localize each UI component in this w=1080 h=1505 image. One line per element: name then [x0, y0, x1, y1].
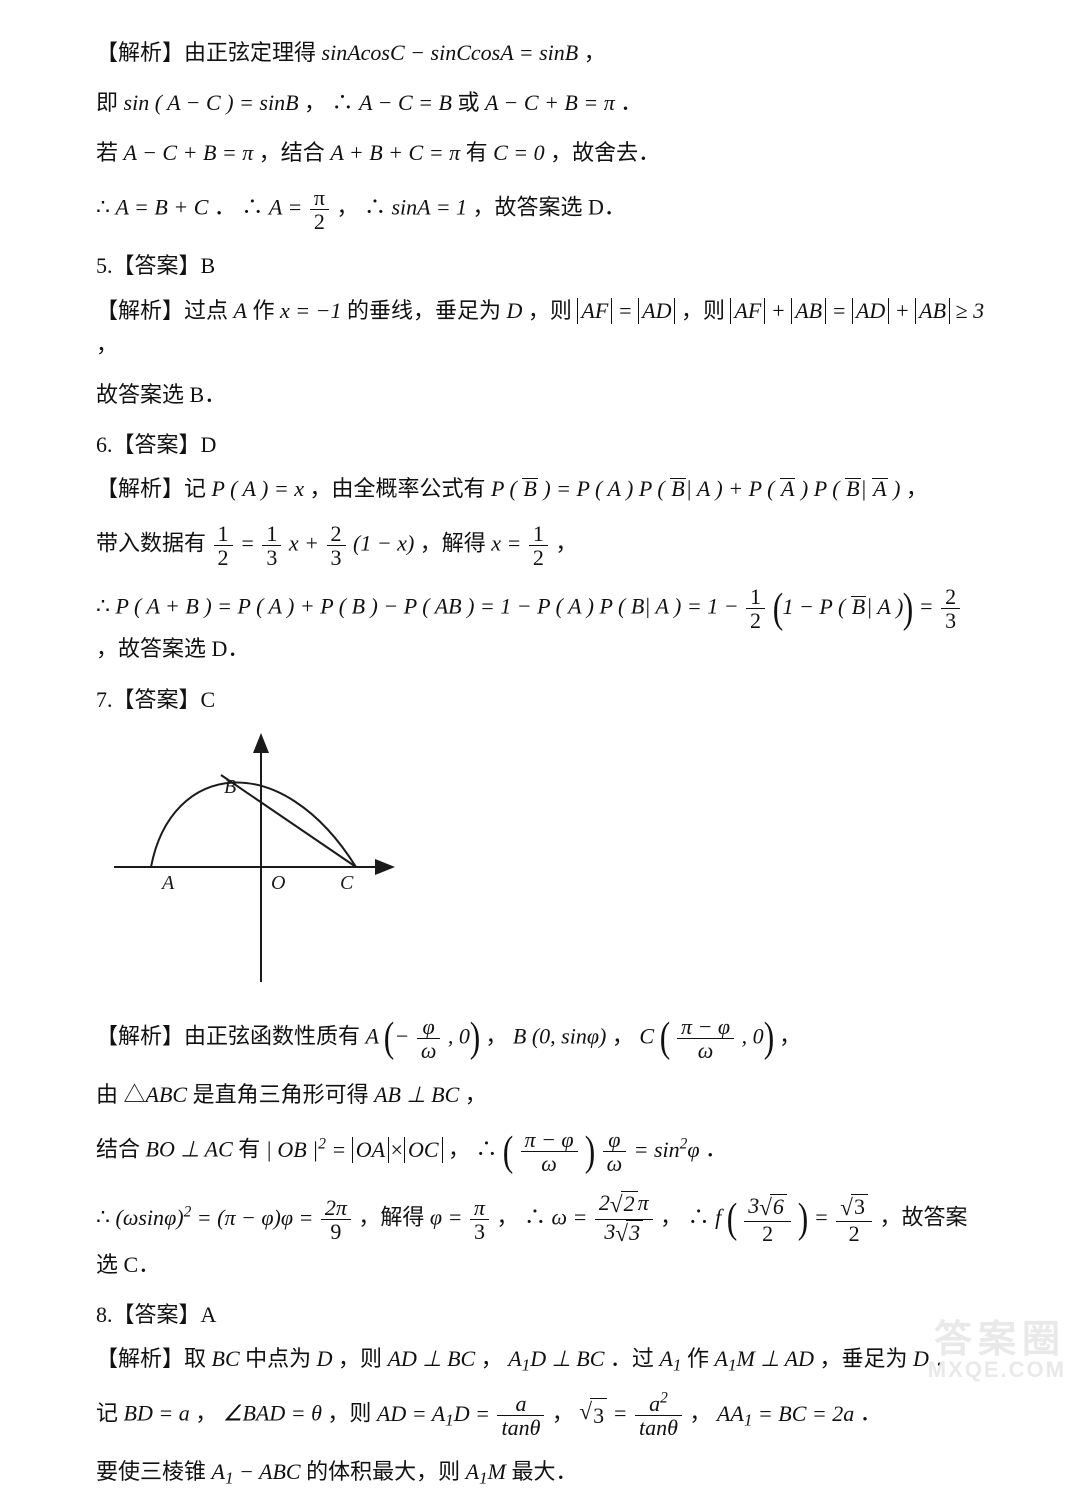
answer-8: 8.【答案】A [96, 1298, 986, 1332]
answer-5: 5.【答案】B [96, 249, 986, 283]
expl-7-line3: 结合 BO ⊥ AC 有 | OB |2 = OA×OC ， ∴ ( π − φ… [96, 1128, 986, 1175]
svg-text:O: O [271, 872, 285, 894]
expl-4-line2: 即 sin ( A − C ) = sinB ， ∴ A − C = B 或 A… [96, 86, 986, 120]
figure-sine-triangle: A B O C [106, 727, 986, 997]
expl-7-line2: 由 △ABC 是直角三角形可得 AB ⊥ BC ， [96, 1078, 986, 1112]
svg-text:A: A [160, 872, 175, 894]
expl-5-line2: 故答案选 B． [96, 378, 986, 412]
expl-4-line1: 【解析】由正弦定理得 sinAcosC − sinCcosA = sinB ， [96, 36, 986, 70]
expl-7-line4: ∴ (ωsinφ)2 = (π − φ)φ = 2π9 ，解得 φ = π3 ，… [96, 1191, 986, 1282]
svg-text:C: C [340, 872, 354, 894]
expl-6-line2: 带入数据有 12 = 13 x + 23 (1 − x) ，解得 x = 12 … [96, 522, 986, 569]
expl-4-line4: ∴ A = B + C ． ∴ A = π2 ， ∴ sinA = 1 ，故答案… [96, 186, 986, 233]
expl-5-line1: 【解析】过点 A 作 x = −1 的垂线，垂足为 D ，则 AF = AD ，… [96, 294, 986, 362]
answer-7: 7.【答案】C [96, 683, 986, 717]
svg-text:B: B [224, 776, 236, 798]
expl-8-line2: 记 BD = a ， ∠BAD = θ ，则 AD = A1D = atanθ … [96, 1392, 986, 1439]
expl-6-line3: ∴ P ( A + B ) = P ( A ) + P ( B ) − P ( … [96, 585, 986, 666]
expl-4-line3: 若 A − C + B = π ，结合 A + B + C = π 有 C = … [96, 136, 986, 170]
expl-6-line1: 【解析】记 P ( A ) = x ，由全概率公式有 P ( B ) = P (… [96, 472, 986, 506]
expl-8-line1: 【解析】取 BC 中点为 D ，则 AD ⊥ BC ， A1D ⊥ BC ．过 … [96, 1342, 986, 1376]
page-content: 【解析】由正弦定理得 sinAcosC − sinCcosA = sinB ， … [96, 36, 986, 1505]
expl-8-line3: 要使三棱锥 A1 − ABC 的体积最大，则 A1M 最大． [96, 1455, 986, 1489]
answer-6: 6.【答案】D [96, 428, 986, 462]
expl-7-line1: 【解析】由正弦函数性质有 A (− φω , 0) ， B (0, sinφ) … [96, 1015, 986, 1062]
